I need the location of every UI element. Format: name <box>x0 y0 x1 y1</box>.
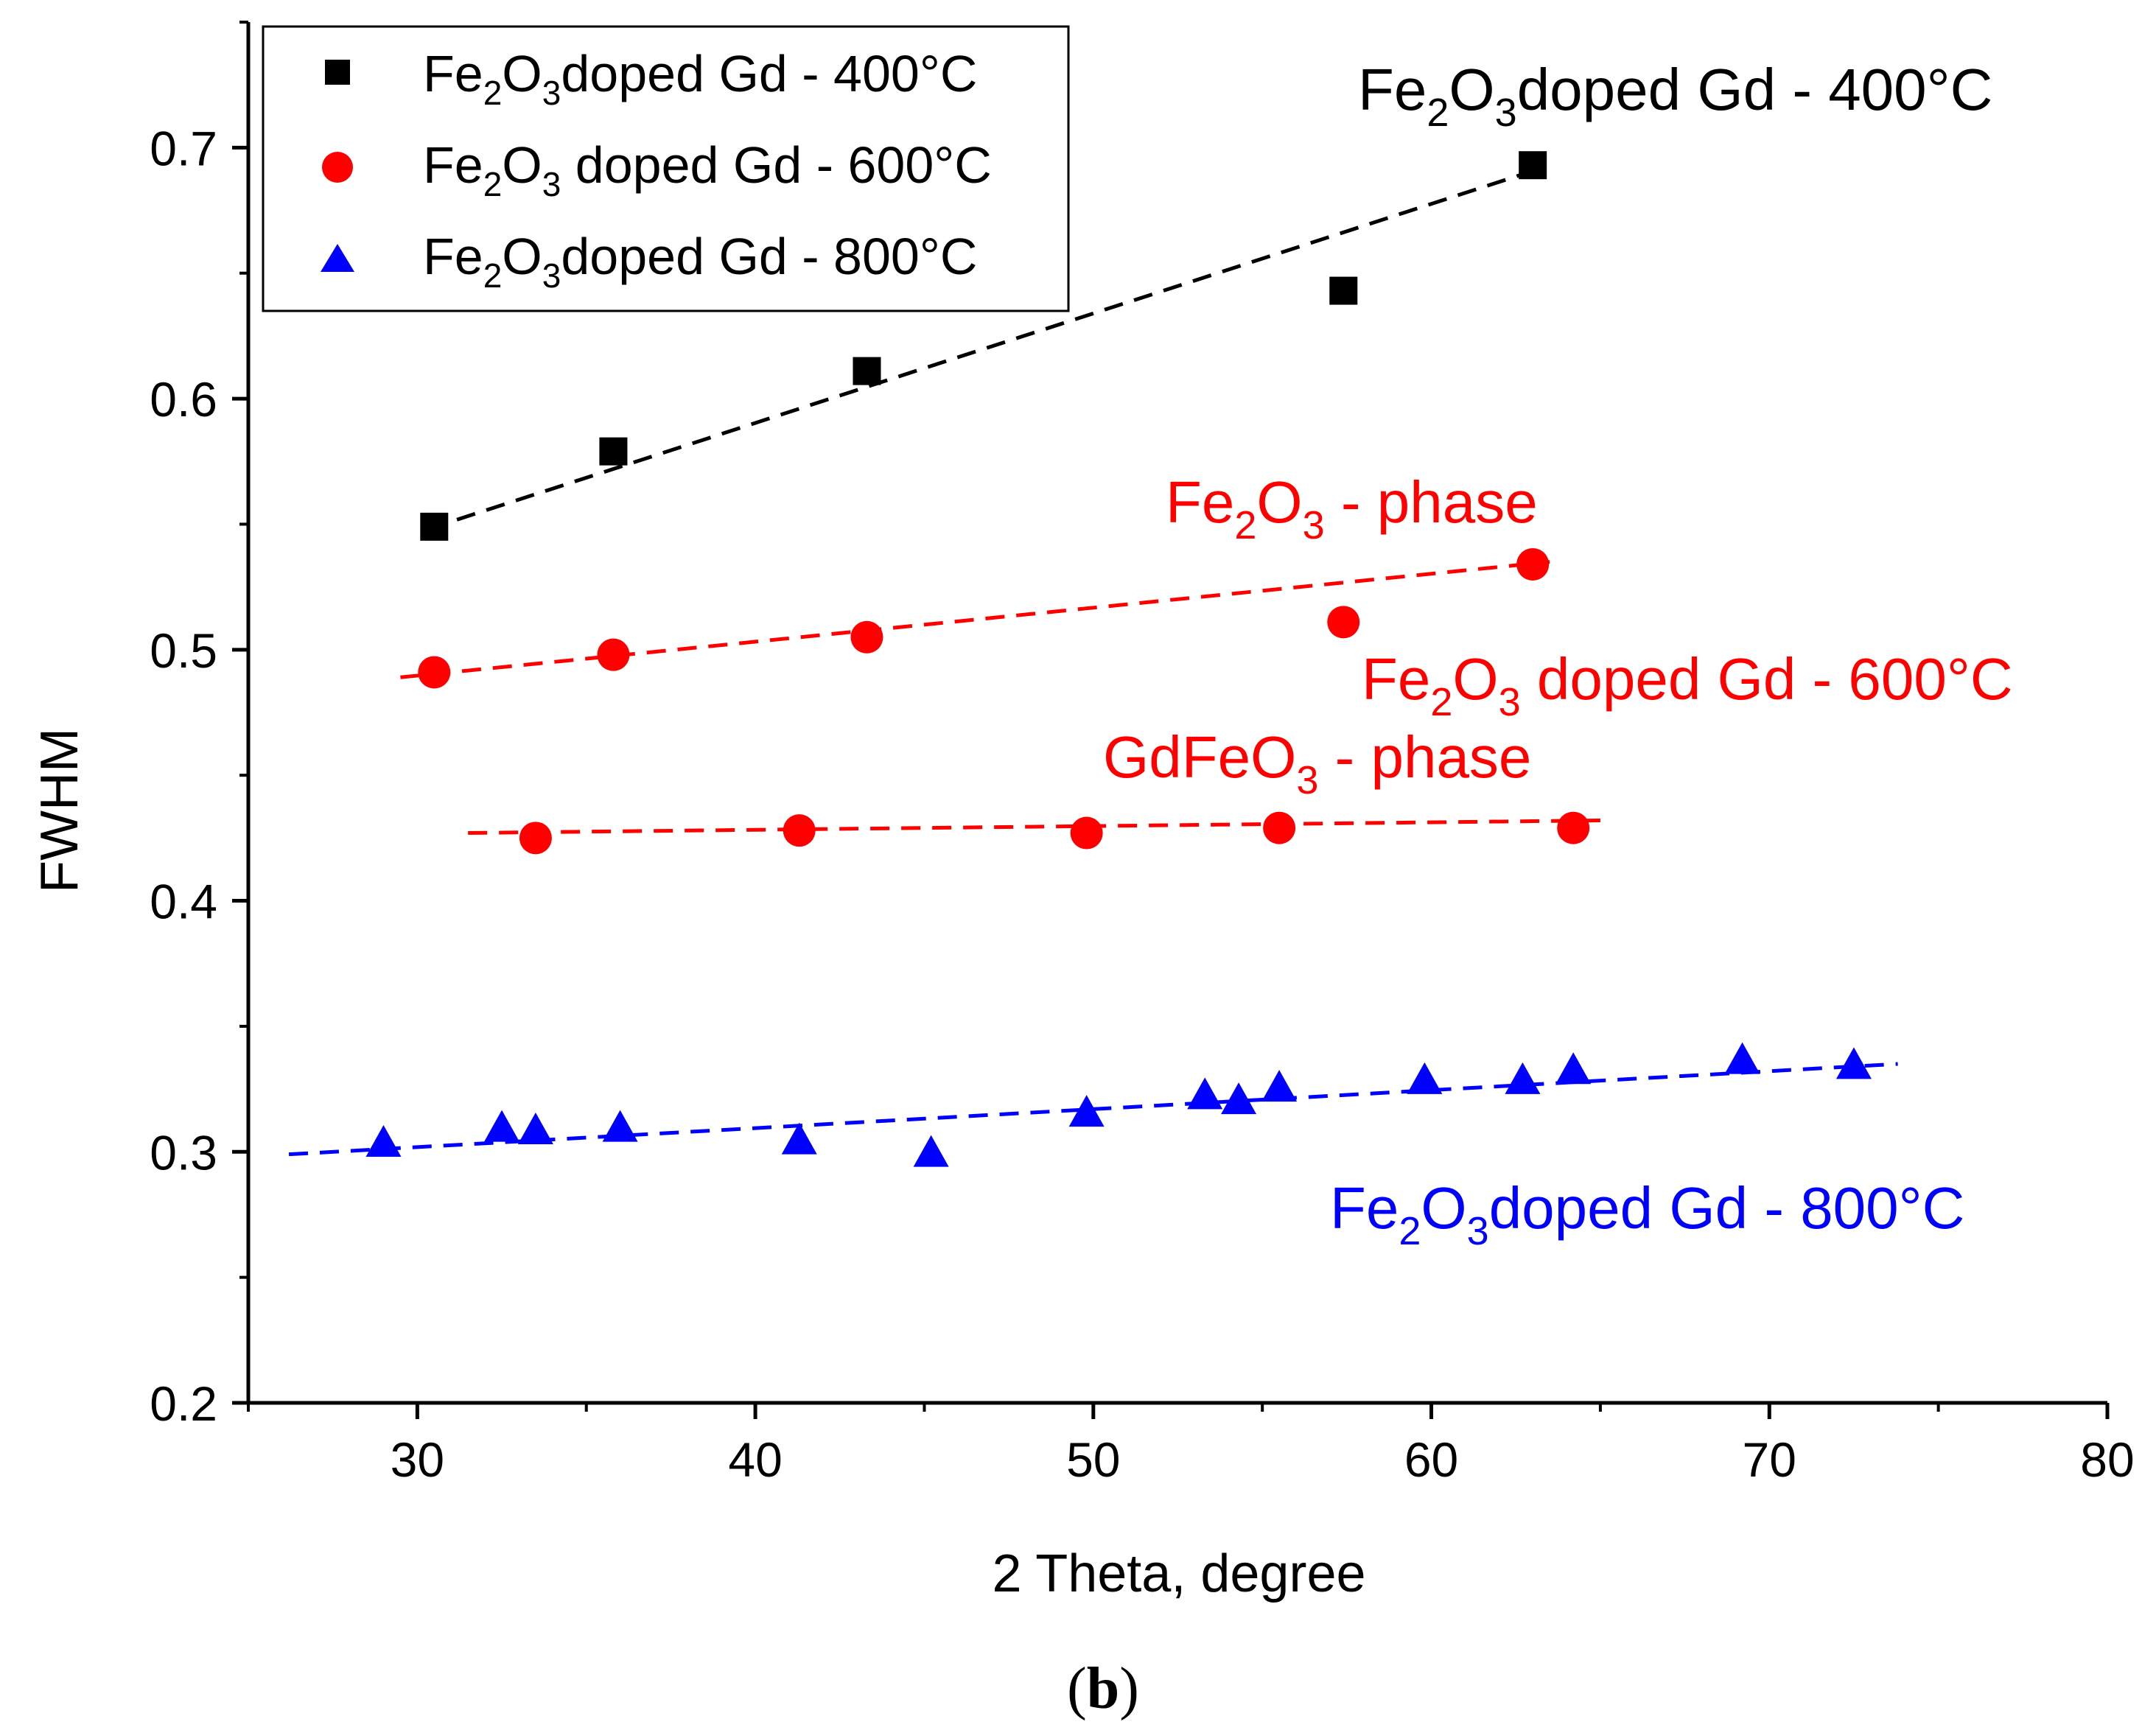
point-series-2-11 <box>1505 1062 1541 1094</box>
point-series-1-6 <box>783 814 816 847</box>
point-series-1-5 <box>519 822 552 855</box>
point-series-2-6 <box>1068 1095 1105 1127</box>
point-series-0-3 <box>1329 276 1358 305</box>
x-tick-label-60: 60 <box>1404 1432 1458 1487</box>
fit-line-series-0-0 <box>427 166 1544 531</box>
legend-label-800: Fe2O3doped Gd - 800°C <box>423 228 977 295</box>
y-tick-label-0-4: 0.4 <box>150 875 217 929</box>
point-series-2-4 <box>781 1122 817 1155</box>
data-markers <box>365 151 1872 1167</box>
point-series-2-9 <box>1261 1070 1298 1102</box>
legend-label-400: Fe2O3doped Gd - 400°C <box>423 45 977 112</box>
point-series-1-7 <box>1070 816 1103 850</box>
y-tick-label-0-2: 0.2 <box>150 1376 217 1431</box>
point-series-1-1 <box>597 638 630 671</box>
annotation-600: Fe2O3 doped Gd - 600°C <box>1362 646 2013 724</box>
y-tick-label-0-6: 0.6 <box>150 372 217 427</box>
legend-marker-600 <box>322 152 353 183</box>
y-axis-title: FWHM <box>30 728 89 893</box>
point-series-1-9 <box>1557 811 1590 844</box>
y-tick-label-0-7: 0.7 <box>150 121 217 175</box>
point-series-1-8 <box>1263 811 1296 844</box>
point-series-2-5 <box>913 1135 949 1167</box>
legend-box <box>262 25 1070 312</box>
annotation-400: Fe2O3doped Gd - 400°C <box>1358 57 1992 135</box>
point-series-2-7 <box>1187 1077 1223 1110</box>
point-series-1-0 <box>418 656 451 689</box>
y-tick-label-0-5: 0.5 <box>150 623 217 678</box>
point-series-2-12 <box>1555 1052 1592 1085</box>
annotation-gdfeo3-phase: GdFeO3 - phase <box>1103 724 1531 802</box>
annotation-fe2o3-phase: Fe2O3 - phase <box>1166 469 1538 547</box>
legend: Fe2O3doped Gd - 400°C Fe2O3 doped Gd - 6… <box>262 25 1070 312</box>
point-series-0-2 <box>853 357 881 385</box>
annotation-800: Fe2O3doped Gd - 800°C <box>1330 1175 1964 1253</box>
y-ticks: 0.2 0.3 0.4 0.5 0.6 0.7 <box>150 21 248 1431</box>
point-series-1-2 <box>850 620 883 654</box>
point-series-0-0 <box>420 512 449 541</box>
x-ticks: 30 40 50 60 70 80 <box>247 1403 2135 1487</box>
point-series-2-13 <box>1724 1042 1760 1074</box>
point-series-1-4 <box>1516 547 1550 581</box>
x-tick-label-30: 30 <box>391 1432 444 1487</box>
point-series-2-3 <box>602 1110 638 1142</box>
point-series-2-14 <box>1835 1047 1872 1079</box>
fit-line-series-1-1 <box>468 819 1600 836</box>
x-tick-label-70: 70 <box>1743 1432 1796 1487</box>
point-series-2-1 <box>484 1110 520 1142</box>
point-series-2-2 <box>517 1113 553 1145</box>
x-axis-title: 2 Theta, degree <box>992 1544 1365 1603</box>
point-series-2-0 <box>365 1125 402 1158</box>
plot-axes <box>246 22 2107 1405</box>
figure-caption: (b) <box>1067 1656 1139 1721</box>
point-series-2-10 <box>1407 1062 1443 1094</box>
legend-label-600: Fe2O3 doped Gd - 600°C <box>423 136 992 203</box>
point-series-1-3 <box>1327 606 1360 639</box>
fit-line-series-1-0 <box>400 560 1550 679</box>
point-series-0-4 <box>1519 151 1547 180</box>
legend-marker-800 <box>321 244 354 272</box>
y-tick-label-0-3: 0.3 <box>150 1125 217 1180</box>
legend-marker-400 <box>325 60 350 85</box>
x-tick-label-40: 40 <box>728 1432 782 1487</box>
x-tick-label-80: 80 <box>2080 1432 2134 1487</box>
x-tick-label-50: 50 <box>1066 1432 1120 1487</box>
point-series-0-1 <box>599 437 628 466</box>
point-series-2-8 <box>1221 1082 1257 1115</box>
